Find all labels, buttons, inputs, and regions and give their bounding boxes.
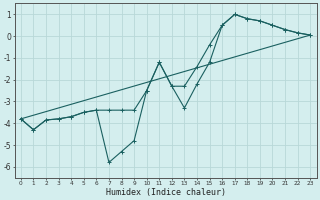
X-axis label: Humidex (Indice chaleur): Humidex (Indice chaleur) xyxy=(106,188,226,197)
